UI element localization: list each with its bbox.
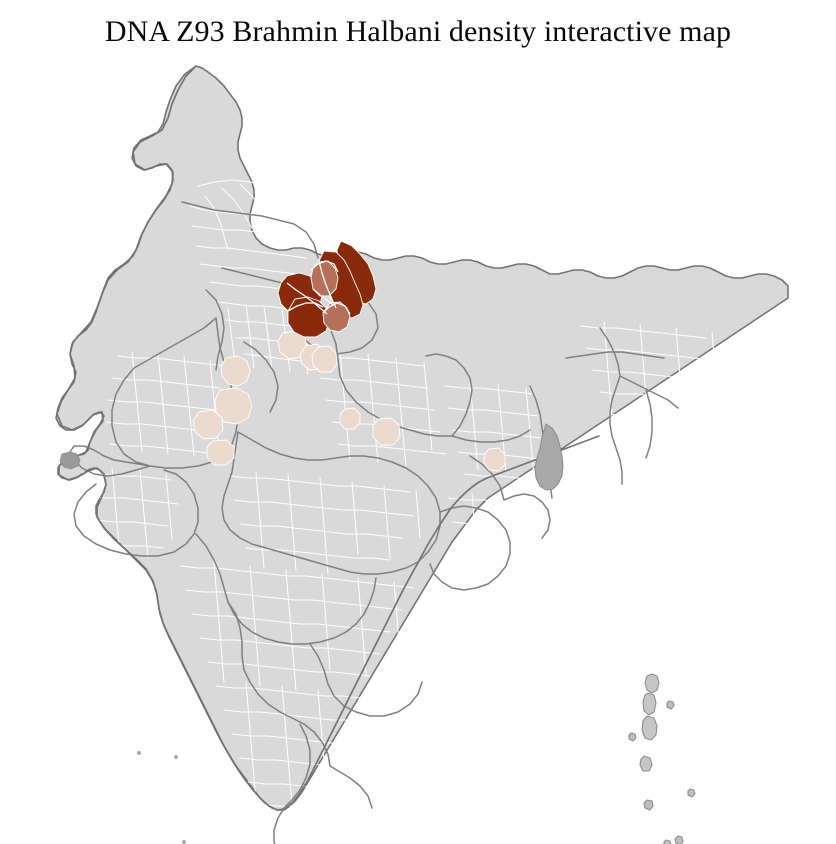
district-low-mp-n[interactable] xyxy=(372,417,401,446)
lakshadweep-dot-c xyxy=(182,840,186,844)
andaman-nicobar-islands[interactable] xyxy=(628,673,696,844)
district-low-up-s[interactable] xyxy=(311,345,338,373)
sundarbans-region[interactable] xyxy=(534,423,564,491)
kutch-dark-patch[interactable] xyxy=(59,451,81,470)
lakshadweep-dot-a xyxy=(174,755,178,759)
district-low-hp[interactable] xyxy=(220,355,251,387)
district-low-rajasthan-se[interactable] xyxy=(206,439,235,466)
north-andaman xyxy=(644,673,660,694)
nicobar-islet-b xyxy=(674,835,684,844)
high-density-districts xyxy=(277,240,377,338)
district-low-up-se[interactable] xyxy=(339,407,361,430)
andaman-islet-b xyxy=(628,732,637,742)
map-canvas[interactable] xyxy=(0,56,836,844)
india-coastline xyxy=(56,65,600,811)
dark-coastal-region-group xyxy=(59,423,564,491)
car-nicobar xyxy=(643,799,654,811)
middle-andaman xyxy=(642,692,657,716)
south-andaman xyxy=(641,715,658,741)
india-landmass[interactable] xyxy=(55,65,789,811)
highlight-inner-borders xyxy=(286,260,351,315)
district-low-rajasthan-c[interactable] xyxy=(192,409,224,440)
district-low-bihar-e[interactable] xyxy=(483,447,506,472)
state-border-group xyxy=(69,201,679,844)
page-title: DNA Z93 Brahmin Halbani density interact… xyxy=(104,15,732,48)
little-andaman xyxy=(639,755,653,772)
india-choropleth-map[interactable] xyxy=(0,56,836,844)
base-landmass-group xyxy=(55,65,789,811)
nicobar-islet-c xyxy=(687,788,696,798)
nicobar-islet-a xyxy=(663,839,672,844)
low-density-districts xyxy=(192,330,506,472)
district-low-rajasthan-ne[interactable] xyxy=(214,387,253,425)
lakshadweep-dot-b xyxy=(137,751,141,755)
lakshadweep-islands[interactable] xyxy=(137,751,186,844)
andaman-islet-a xyxy=(666,700,675,710)
country-outline-group xyxy=(56,65,600,811)
